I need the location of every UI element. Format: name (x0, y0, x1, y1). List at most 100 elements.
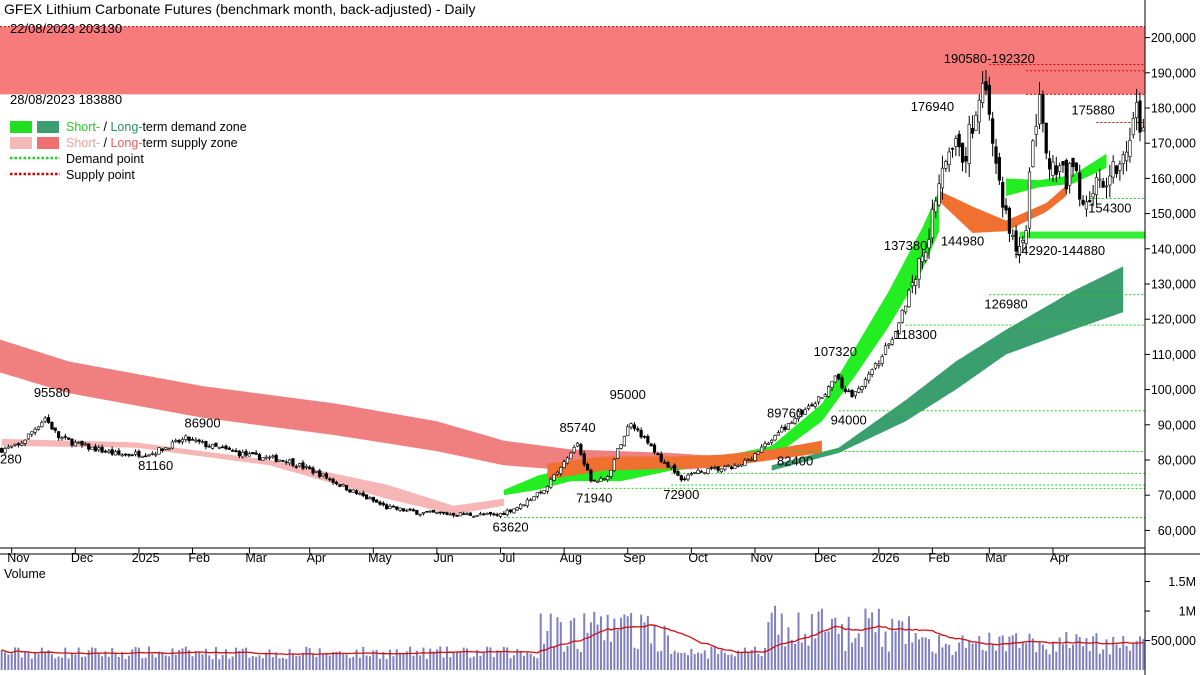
candle-body (50, 421, 54, 430)
candle-body (378, 501, 382, 505)
volume-bar (77, 647, 80, 670)
candle-body (301, 462, 305, 469)
candle-body (120, 454, 124, 457)
legend-short-demand-swatch (10, 121, 32, 133)
candle-body (167, 448, 171, 451)
volume-bar (348, 658, 351, 670)
candle-body (662, 462, 667, 464)
volume-bar (1055, 651, 1058, 670)
volume-bar (30, 658, 33, 670)
volume-bar (20, 657, 23, 670)
price-annotation: 71940 (576, 490, 612, 505)
candle-body (1044, 122, 1048, 154)
candle-body (287, 459, 292, 464)
candle-body (1108, 175, 1112, 186)
volume-bar (988, 632, 991, 670)
volume-bar (854, 638, 857, 670)
chart-title: GFEX Lithium Carbonate Futures (benchmar… (4, 1, 476, 17)
volume-bar (1068, 648, 1071, 670)
volume-bar (881, 646, 884, 670)
volume-bar (275, 652, 278, 670)
price-annotation: 89760 (767, 406, 803, 421)
candle-body (512, 508, 516, 514)
volume-bar (851, 642, 854, 670)
volume-bar (646, 615, 649, 670)
volume-bar (522, 655, 525, 670)
candle-body (214, 442, 218, 447)
candle-body (766, 442, 770, 445)
candle-body (341, 484, 345, 487)
candle-body (180, 438, 185, 443)
volume-bar (1015, 633, 1018, 670)
time-tick-label: Sep (623, 551, 645, 565)
volume-bar (178, 650, 181, 670)
candle-body (164, 447, 168, 450)
candle-body (780, 427, 784, 433)
volume-bar (117, 656, 120, 670)
candle-body (863, 379, 868, 387)
volume-bar (392, 656, 395, 670)
volume-bar (288, 649, 291, 670)
volume-bar (24, 652, 27, 670)
volume-bar (7, 654, 10, 670)
volume-bar (301, 652, 304, 670)
candle-body (30, 431, 34, 435)
volume-bar (1001, 635, 1004, 670)
candle-body (291, 458, 295, 466)
volume-bar (335, 651, 338, 670)
candle-body (800, 409, 804, 415)
candle-body (1141, 127, 1145, 132)
volume-bar (723, 652, 726, 670)
volume-bar (874, 632, 877, 670)
legend: Short- / Long-term demand zone Short- / … (10, 120, 247, 182)
candle-body (70, 438, 74, 446)
candle-body (857, 388, 861, 393)
volume-bar (1058, 637, 1061, 670)
candle-body (753, 453, 757, 461)
candle-body (1074, 162, 1078, 171)
volume-bar (415, 650, 418, 670)
candle-body (796, 411, 801, 420)
volume-bar (683, 652, 686, 670)
volume-bar (221, 655, 224, 670)
candle-body (475, 515, 479, 517)
candle-body (552, 474, 556, 481)
volume-bar (1028, 633, 1031, 670)
demand-bar-label: 142920-144880 (1014, 243, 1105, 258)
volume-bar (680, 653, 683, 670)
time-tick-label: Nov (7, 551, 30, 565)
volume-bar (435, 649, 438, 670)
candle-body (1128, 140, 1132, 157)
candle-body (83, 443, 87, 446)
candle-body (26, 433, 31, 440)
volume-bar (188, 650, 191, 670)
candle-body (1114, 165, 1119, 175)
candle-body (298, 463, 302, 467)
candle-body (619, 444, 623, 449)
volume-bar (14, 647, 17, 670)
price-tick-label: 150,000 (1151, 207, 1196, 221)
price-tick-label: 160,000 (1151, 172, 1196, 186)
volume-bar (409, 646, 412, 670)
candle-body (10, 445, 14, 448)
volume-bar (101, 656, 104, 670)
volume-bar (713, 646, 716, 670)
volume-bar (620, 617, 623, 670)
candle-body (739, 464, 744, 467)
legend-demand-point: Demand point (66, 152, 144, 166)
supply-box-upper-label: 22/08/2023 203130 (10, 21, 122, 36)
volume-bar (630, 613, 633, 670)
volume-bar (897, 620, 900, 670)
price-annotation: 82400 (777, 454, 813, 469)
legend-supply-point: Supply point (66, 168, 135, 182)
volume-bar (841, 624, 844, 670)
candle-body (46, 417, 51, 423)
candle-body (224, 445, 228, 450)
volume-bar (439, 646, 442, 670)
candle-body (532, 496, 536, 501)
volume-bar (599, 616, 602, 670)
volume-bar (944, 643, 947, 670)
candle-body (944, 161, 948, 169)
volume-bar (623, 614, 626, 670)
candle-body (626, 426, 630, 437)
